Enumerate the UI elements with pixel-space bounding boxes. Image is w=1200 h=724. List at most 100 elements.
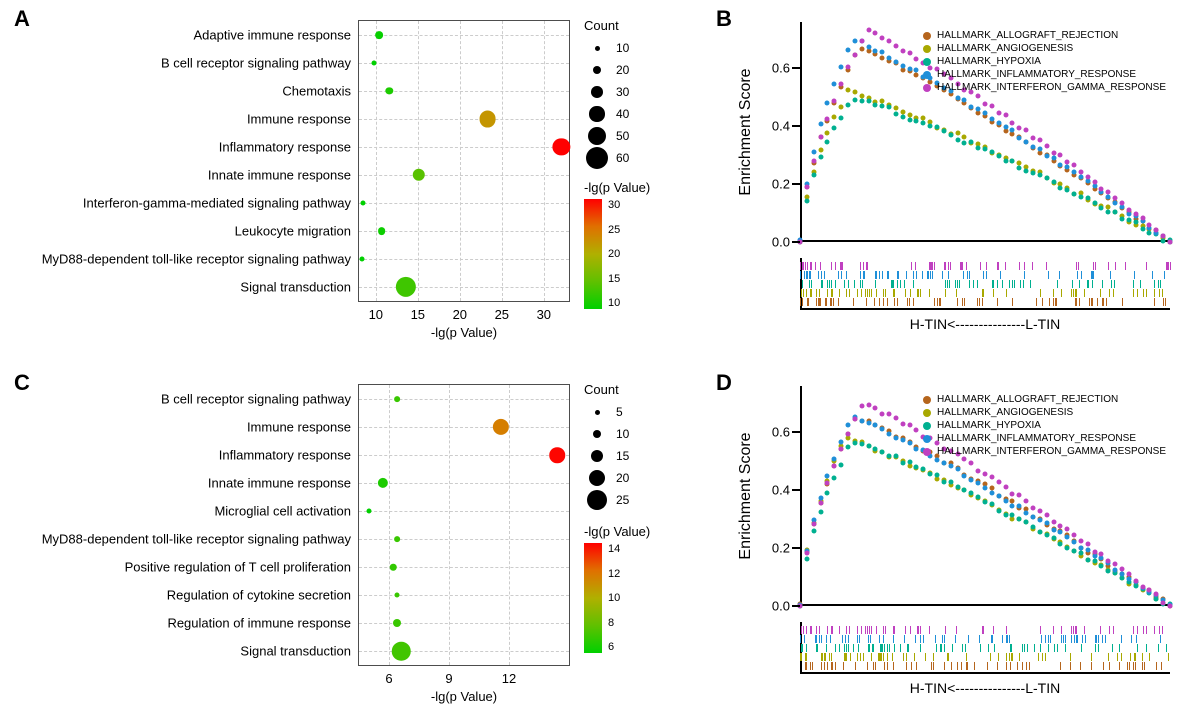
enrich-dot xyxy=(1126,576,1131,581)
rug-row xyxy=(800,635,1170,643)
rug-tick xyxy=(816,635,817,643)
rug-tick xyxy=(997,262,998,270)
rug-tick xyxy=(821,271,822,279)
color-tick-label: 25 xyxy=(608,224,620,236)
rug-tick xyxy=(807,262,808,270)
enrich-dot xyxy=(804,556,809,561)
enrich-dot xyxy=(1106,195,1111,200)
rug-tick xyxy=(1055,298,1056,306)
enrich-dot xyxy=(839,81,844,86)
rug-tick xyxy=(892,653,893,661)
enrich-dot xyxy=(1099,552,1104,557)
rug-tick xyxy=(1103,298,1104,306)
enrich-dot xyxy=(873,31,878,36)
size-swatch xyxy=(584,147,610,169)
enrich-dot xyxy=(976,481,981,486)
rug-tick xyxy=(960,262,961,270)
rug-tick xyxy=(803,262,804,270)
enrich-dot xyxy=(1126,217,1131,222)
rug-tick xyxy=(1061,289,1062,297)
enrich-dot xyxy=(852,53,857,58)
size-legend-row: 20 xyxy=(584,467,629,489)
enrich-dot xyxy=(1037,518,1042,523)
enrich-ytick xyxy=(792,547,800,549)
enrich-plot-b: Enrichment Score HALLMARK_ALLOGRAFT_REJE… xyxy=(800,22,1170,242)
rug-tick xyxy=(1156,662,1157,670)
enrich-dot xyxy=(832,81,837,86)
rug-tick xyxy=(1084,626,1085,634)
rug-tick xyxy=(842,262,843,270)
enrich-ytick-label: 0.4 xyxy=(772,483,790,498)
rug-tick xyxy=(980,644,981,652)
size-swatch xyxy=(584,46,610,51)
enrich-dot xyxy=(1154,228,1159,233)
enrich-dot xyxy=(866,402,871,407)
rug-tick xyxy=(1040,289,1041,297)
enrich-dot xyxy=(839,104,844,109)
rug-tick xyxy=(800,653,801,661)
gridline-h xyxy=(359,259,569,260)
enrich-dot xyxy=(839,462,844,467)
rug-tick xyxy=(872,644,873,652)
rug-tick xyxy=(1162,289,1163,297)
rug-tick xyxy=(871,289,872,297)
x-tick-label: 10 xyxy=(369,307,383,322)
enrich-dot xyxy=(859,39,864,44)
rug-tick xyxy=(1103,662,1104,670)
enrich-dot xyxy=(996,121,1001,126)
rug-tick xyxy=(880,644,881,652)
rug-tick xyxy=(835,662,836,670)
enrich-dot xyxy=(948,480,953,485)
rug-tick xyxy=(1106,298,1107,306)
rug-row xyxy=(800,298,1170,306)
color-bar-c xyxy=(584,543,602,653)
enrich-dot xyxy=(1140,585,1145,590)
rug-tick xyxy=(1074,635,1075,643)
enrich-dot xyxy=(962,98,967,103)
enrich-ytick xyxy=(792,489,800,491)
rug-tick xyxy=(916,662,917,670)
rug-tick xyxy=(860,653,861,661)
rug-tick xyxy=(1121,653,1122,661)
rug-tick xyxy=(882,271,883,279)
enrich-dot xyxy=(859,404,864,409)
rug-tick xyxy=(858,644,859,652)
rug-tick xyxy=(850,653,851,661)
enrich-dot xyxy=(1140,227,1145,232)
rug-tick xyxy=(1144,662,1145,670)
rug-tick xyxy=(967,662,968,670)
rug-row xyxy=(800,280,1170,288)
rug-tick xyxy=(1009,653,1010,661)
rug-tick xyxy=(829,280,830,288)
color-tick-label: 12 xyxy=(608,568,620,580)
rug-tick xyxy=(846,289,847,297)
enrich-dot xyxy=(900,64,905,69)
enrich-ytick-label: 0.0 xyxy=(772,235,790,250)
rug-tick xyxy=(945,289,946,297)
enrich-dot xyxy=(1010,127,1015,132)
enrich-legend-row: HALLMARK_INTERFERON_GAMMA_RESPONSE xyxy=(923,446,1166,457)
rug-tick xyxy=(1121,635,1122,643)
enrich-dot xyxy=(1058,186,1063,191)
rug-tick xyxy=(1081,271,1082,279)
rug-tick xyxy=(916,271,917,279)
enrich-dot xyxy=(976,494,981,499)
rug-tick xyxy=(940,298,941,306)
size-legend-row: 20 xyxy=(584,59,629,81)
rug-tick xyxy=(1012,653,1013,661)
enrich-dot xyxy=(996,494,1001,499)
rug-tick xyxy=(857,626,858,634)
rug-tick xyxy=(1019,653,1020,661)
rug-tick xyxy=(1045,635,1046,643)
rug-tick xyxy=(811,626,812,634)
rug-tick xyxy=(1154,289,1155,297)
rug-tick xyxy=(866,298,867,306)
rug-tick xyxy=(893,662,894,670)
enrich-dot xyxy=(893,454,898,459)
enrich-y-title-d: Enrichment Score xyxy=(737,432,755,559)
enrich-legend-swatch xyxy=(923,84,931,92)
enrich-dot xyxy=(907,51,912,56)
enrich-dot xyxy=(1120,201,1125,206)
rug-row xyxy=(800,262,1170,270)
rug-tick xyxy=(861,626,862,634)
